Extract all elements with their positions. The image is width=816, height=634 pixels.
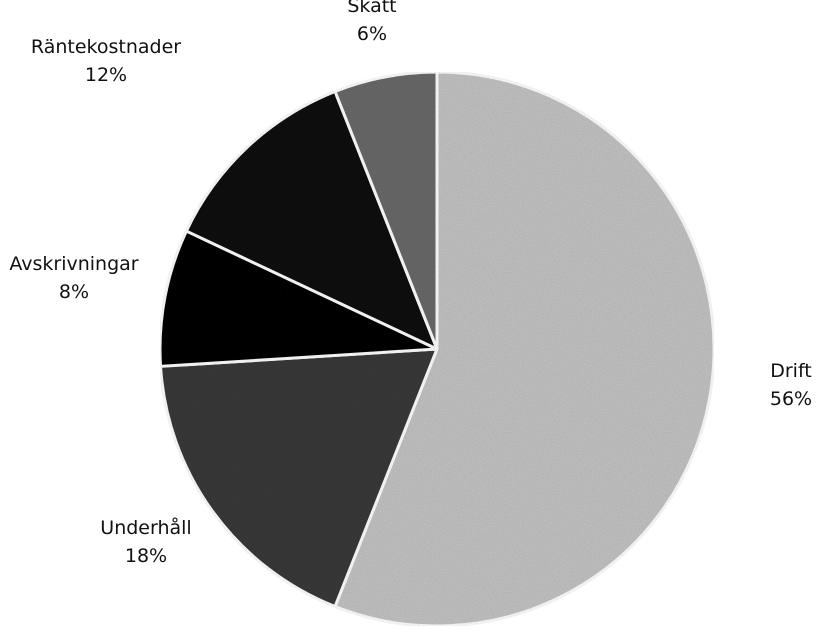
pie-label-r-ntekostnader: Räntekostnader (31, 36, 181, 58)
pie-slices (158, 70, 716, 628)
pie-label-underh-ll: Underhåll (100, 516, 191, 539)
pie-label-avskrivningar: Avskrivningar (9, 253, 138, 275)
pie-slice-underh-ll (158, 347, 440, 609)
pie-value-skatt: 6% (357, 23, 387, 45)
pie-value-r-ntekostnader: 12% (85, 64, 127, 86)
pie-slice-drift (333, 70, 716, 628)
pie-slice-avskrivningar (158, 229, 438, 368)
pie-slice-skatt (333, 70, 439, 350)
pie-slice-r-ntekostnader (184, 89, 440, 352)
pie-label-skatt: Skatt (347, 0, 396, 17)
pie-value-underh-ll: 18% (125, 545, 167, 567)
pie-value-avskrivningar: 8% (59, 281, 89, 303)
pie-label-drift: Drift (770, 360, 812, 382)
pie-labels: Drift 56% Underhåll 18% Avskrivningar 8% Ränte… (9, 0, 812, 567)
pie-value-drift: 56% (770, 388, 812, 410)
